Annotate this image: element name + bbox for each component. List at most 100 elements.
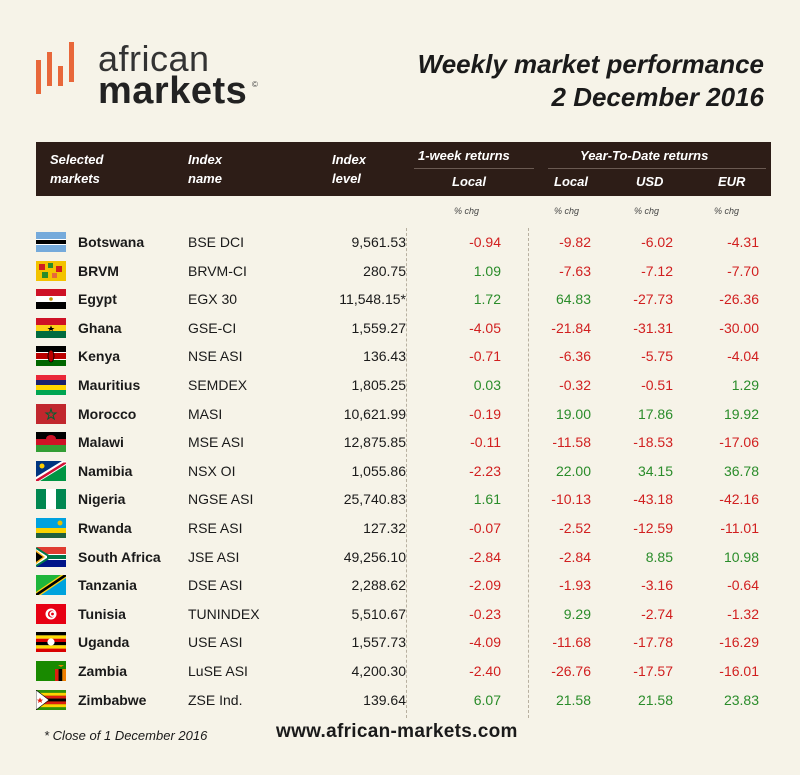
morocco-flag-icon bbox=[36, 403, 66, 424]
country-name: Zimbabwe bbox=[78, 691, 147, 708]
ytd-eur-return: 23.83 bbox=[723, 691, 759, 708]
egypt-flag-icon bbox=[36, 289, 66, 310]
index-name: EGX 30 bbox=[188, 291, 238, 308]
ytd-local-return: -10.13 bbox=[551, 491, 591, 508]
ytd-usd-return: 17.86 bbox=[637, 405, 673, 422]
index-level: 280.75 bbox=[363, 262, 406, 279]
header-ytd-returns: Year-To-Date returns bbox=[580, 148, 709, 163]
country-name: Zambia bbox=[78, 663, 128, 679]
header-week-local: Local bbox=[452, 174, 486, 189]
week-return: 1.61 bbox=[473, 491, 501, 508]
week-return: 1.72 bbox=[473, 291, 501, 308]
index-level: 1,557.73 bbox=[351, 634, 407, 651]
week-return: -0.94 bbox=[469, 234, 501, 250]
ytd-usd-return: -5.75 bbox=[641, 348, 673, 365]
index-level: 4,200.30 bbox=[351, 663, 407, 679]
index-level: 136.43 bbox=[363, 348, 406, 365]
ytd-usd-return: -7.12 bbox=[641, 262, 673, 279]
ytd-usd-return: -17.57 bbox=[633, 663, 673, 679]
rwanda-flag-icon bbox=[36, 518, 66, 538]
index-level: 10,621.99 bbox=[343, 405, 406, 422]
index-name: RSE ASI bbox=[188, 520, 243, 536]
index-name: ZSE Ind. bbox=[188, 691, 243, 708]
index-level: 9,561.53 bbox=[351, 234, 407, 250]
table-row: Tanzania DSE ASI 2,288.62 -2.09 -1.93 -3… bbox=[36, 571, 771, 599]
header-rule-ytd bbox=[548, 168, 766, 169]
chg-label-eur: % chg bbox=[714, 206, 740, 216]
logo-word-markets: markets bbox=[98, 70, 248, 112]
index-name: MSE ASI bbox=[188, 434, 245, 451]
ytd-usd-return: -17.78 bbox=[633, 634, 673, 651]
country-name: Mauritius bbox=[78, 377, 141, 393]
kenya-flag-icon bbox=[36, 346, 66, 367]
ytd-usd-return: -3.16 bbox=[641, 577, 673, 594]
header-eur: EUR bbox=[718, 174, 746, 189]
table-row: Kenya NSE ASI 136.43 -0.71 -6.36 -5.75 -… bbox=[36, 342, 771, 370]
table-row: Egypt EGX 30 11,548.15* 1.72 64.83 -27.7… bbox=[36, 285, 771, 313]
country-name: Rwanda bbox=[78, 520, 132, 536]
ytd-local-return: -9.82 bbox=[559, 234, 591, 250]
ytd-usd-return: -18.53 bbox=[633, 434, 673, 451]
ytd-local-return: -0.32 bbox=[559, 377, 591, 393]
country-name: Botswana bbox=[78, 234, 145, 250]
zambia-flag-icon bbox=[36, 661, 66, 681]
week-return: -4.09 bbox=[469, 634, 501, 651]
tunisia-flag-icon bbox=[36, 603, 66, 624]
table-row: Tunisia TUNINDEX 5,510.67 -0.23 9.29 -2.… bbox=[36, 600, 771, 628]
header-selected-markets: Selected markets bbox=[50, 152, 104, 186]
index-level: 25,740.83 bbox=[343, 491, 406, 508]
title-line-2: 2 December 2016 bbox=[551, 82, 764, 112]
index-name: DSE ASI bbox=[188, 577, 243, 594]
week-return: -4.05 bbox=[469, 319, 501, 336]
tanzania-flag-icon bbox=[36, 575, 66, 596]
ytd-usd-return: -2.74 bbox=[641, 605, 673, 622]
ytd-usd-return: 21.58 bbox=[637, 691, 673, 708]
index-name: LuSE ASI bbox=[188, 663, 248, 679]
week-return: -0.19 bbox=[469, 405, 501, 422]
table-row: Ghana GSE-CI 1,559.27 -4.05 -21.84 -31.3… bbox=[36, 314, 771, 342]
ytd-local-return: 19.00 bbox=[555, 405, 591, 422]
ytd-eur-return: -16.01 bbox=[719, 663, 759, 679]
index-name: TUNINDEX bbox=[188, 605, 260, 622]
zimbabwe-flag-icon bbox=[36, 689, 66, 710]
header-1-week-returns: 1-week returns bbox=[418, 148, 510, 163]
header-index-level: Index level bbox=[332, 152, 366, 186]
country-name: BRVM bbox=[78, 262, 119, 279]
header-index-name: Index name bbox=[188, 152, 222, 186]
ytd-local-return: -7.63 bbox=[559, 262, 591, 279]
ytd-eur-return: -7.70 bbox=[727, 262, 759, 279]
logo-registered-mark: © bbox=[252, 80, 258, 89]
mauritius-flag-icon bbox=[36, 375, 66, 395]
ytd-eur-return: -17.06 bbox=[719, 434, 759, 451]
country-name: Namibia bbox=[78, 462, 133, 479]
chg-label-week: % chg bbox=[454, 206, 480, 216]
ghana-flag-icon bbox=[36, 317, 66, 338]
country-name: Tanzania bbox=[78, 577, 137, 594]
table-row: Malawi MSE ASI 12,875.85 -0.11 -11.58 -1… bbox=[36, 428, 771, 456]
ytd-eur-return: -4.04 bbox=[727, 348, 759, 365]
country-name: Malawi bbox=[78, 434, 124, 451]
south-africa-flag-icon bbox=[36, 546, 66, 567]
week-return: -2.40 bbox=[469, 663, 501, 679]
ytd-usd-return: -0.51 bbox=[641, 377, 673, 393]
table-row: South Africa JSE ASI 49,256.10 -2.84 -2.… bbox=[36, 543, 771, 571]
index-level: 1,559.27 bbox=[351, 319, 407, 336]
ytd-local-return: -21.84 bbox=[551, 319, 591, 336]
table-row: Mauritius SEMDEX 1,805.25 0.03 -0.32 -0.… bbox=[36, 371, 771, 399]
table-row: Zambia LuSE ASI 4,200.30 -2.40 -26.76 -1… bbox=[36, 657, 771, 685]
index-name: JSE ASI bbox=[188, 548, 240, 565]
index-level: 11,548.15* bbox=[339, 291, 406, 308]
header-rule-week bbox=[414, 168, 534, 169]
ytd-local-return: 64.83 bbox=[555, 291, 591, 308]
index-name: GSE-CI bbox=[188, 319, 237, 336]
table-row: Namibia NSX OI 1,055.86 -2.23 22.00 34.1… bbox=[36, 457, 771, 485]
ytd-local-return: -2.52 bbox=[559, 520, 591, 536]
ytd-local-return: -11.58 bbox=[552, 434, 591, 451]
table-row: Morocco MASI 10,621.99 -0.19 19.00 17.86… bbox=[36, 400, 771, 428]
uganda-flag-icon bbox=[36, 632, 66, 653]
title-line-1: Weekly market performance bbox=[417, 49, 764, 79]
website-link[interactable]: www.african-markets.com bbox=[276, 721, 518, 742]
week-return: -2.84 bbox=[469, 548, 501, 565]
logo: african markets © bbox=[36, 38, 276, 120]
week-return: 1.09 bbox=[473, 262, 501, 279]
